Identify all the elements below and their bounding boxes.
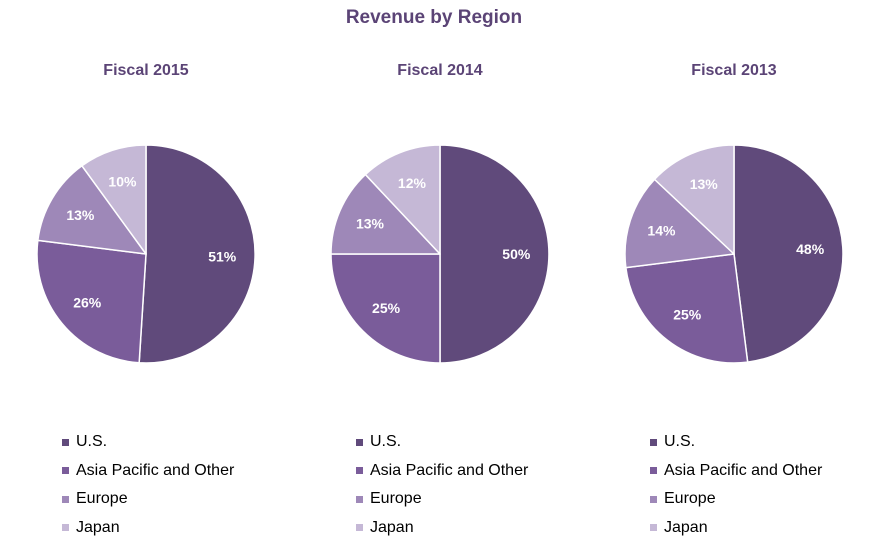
slice-label-japan: 10% bbox=[108, 173, 137, 189]
legend-item-asia-pacific: Asia Pacific and Other bbox=[356, 457, 528, 486]
legend-swatch-asia-pacific bbox=[62, 467, 69, 475]
legend-swatch-europe bbox=[650, 495, 657, 503]
legend-fiscal-2014: U.S. Asia Pacific and Other Europe Japan bbox=[356, 428, 528, 542]
pie-chart-fiscal-2013: 48% 25% 14% 13% bbox=[624, 144, 844, 364]
legend-label-us: U.S. bbox=[76, 433, 108, 451]
legend-swatch-europe bbox=[356, 495, 363, 503]
panel-title-fiscal-2014: Fiscal 2014 bbox=[397, 62, 483, 79]
legend-item-us: U.S. bbox=[356, 428, 528, 457]
pie-slice-japan bbox=[364, 144, 441, 255]
legend-label-japan: Japan bbox=[76, 518, 120, 536]
pie-slice-us bbox=[138, 144, 256, 364]
legend-swatch-europe bbox=[62, 495, 69, 503]
legend-label-asia-pacific: Asia Pacific and Other bbox=[76, 461, 235, 479]
legend-swatch-asia-pacific bbox=[650, 467, 657, 475]
legend-swatch-us bbox=[356, 438, 363, 446]
legend-label-us: U.S. bbox=[370, 433, 402, 451]
legend-label-asia-pacific: Asia Pacific and Other bbox=[370, 461, 529, 479]
slice-label-us: 50% bbox=[502, 246, 531, 262]
legend-fiscal-2013: U.S. Asia Pacific and Other Europe Japan bbox=[650, 428, 822, 542]
legend-item-japan: Japan bbox=[62, 514, 234, 543]
legend-swatch-japan bbox=[62, 524, 69, 532]
legend-item-japan: Japan bbox=[650, 514, 822, 543]
pie-slice-japan bbox=[81, 144, 147, 255]
legend-label-japan: Japan bbox=[370, 518, 414, 536]
pie-chart-fiscal-2015: 51% 26% 13% 10% bbox=[36, 144, 256, 364]
legend-fiscal-2015: U.S. Asia Pacific and Other Europe Japan bbox=[62, 428, 234, 542]
legend-item-us: U.S. bbox=[62, 428, 234, 457]
pie-slice-japan bbox=[653, 144, 735, 255]
legend-label-europe: Europe bbox=[76, 490, 128, 508]
legend-swatch-asia-pacific bbox=[356, 467, 363, 475]
legend-item-europe: Europe bbox=[650, 485, 822, 514]
legend-swatch-us bbox=[62, 438, 69, 446]
panel-title-fiscal-2013: Fiscal 2013 bbox=[691, 62, 777, 79]
pie-slice-europe bbox=[330, 173, 441, 255]
legend-label-asia-pacific: Asia Pacific and Other bbox=[664, 461, 823, 479]
slice-label-asia-pacific: 26% bbox=[73, 295, 102, 311]
legend-item-us: U.S. bbox=[650, 428, 822, 457]
slice-label-asia-pacific: 25% bbox=[673, 306, 702, 322]
panel-title-fiscal-2015: Fiscal 2015 bbox=[103, 62, 189, 79]
pie-slice-europe bbox=[624, 178, 735, 269]
slice-label-europe: 13% bbox=[356, 216, 385, 232]
pie-chart-fiscal-2014: 50% 25% 13% 12% bbox=[330, 144, 550, 364]
legend-swatch-japan bbox=[356, 524, 363, 532]
slice-label-japan: 12% bbox=[398, 175, 427, 191]
pie-slice-asia-pacific bbox=[625, 253, 749, 364]
slice-label-us: 48% bbox=[796, 241, 825, 257]
slice-label-europe: 13% bbox=[66, 207, 95, 223]
legend-item-japan: Japan bbox=[356, 514, 528, 543]
pie-slice-us bbox=[733, 144, 844, 363]
legend-swatch-us bbox=[650, 438, 657, 446]
legend-swatch-japan bbox=[650, 524, 657, 532]
slice-label-japan: 13% bbox=[690, 176, 719, 192]
pie-slice-europe bbox=[37, 165, 147, 255]
slice-label-asia-pacific: 25% bbox=[372, 300, 401, 316]
legend-label-us: U.S. bbox=[664, 433, 696, 451]
legend-label-europe: Europe bbox=[664, 490, 716, 508]
chart-title: Revenue by Region bbox=[345, 7, 523, 28]
pie-slice-us bbox=[439, 144, 550, 364]
legend-item-asia-pacific: Asia Pacific and Other bbox=[650, 457, 822, 486]
legend-label-europe: Europe bbox=[370, 490, 422, 508]
legend-item-asia-pacific: Asia Pacific and Other bbox=[62, 457, 234, 486]
slice-label-europe: 14% bbox=[647, 222, 676, 238]
pie-slice-asia-pacific bbox=[36, 239, 147, 364]
legend-item-europe: Europe bbox=[62, 485, 234, 514]
slice-label-us: 51% bbox=[208, 248, 237, 264]
legend-label-japan: Japan bbox=[664, 518, 708, 536]
legend-item-europe: Europe bbox=[356, 485, 528, 514]
pie-slice-asia-pacific bbox=[330, 253, 441, 364]
